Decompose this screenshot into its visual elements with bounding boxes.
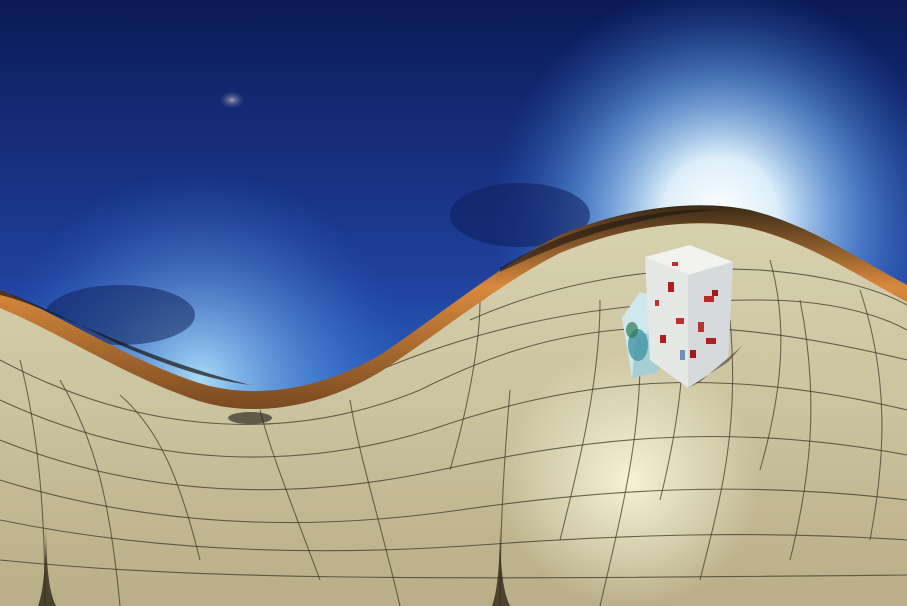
tall-box bbox=[645, 245, 742, 388]
moon bbox=[219, 91, 245, 109]
cloud bbox=[450, 183, 590, 247]
horizon-band bbox=[0, 205, 907, 410]
shadow bbox=[228, 412, 272, 424]
cloud bbox=[45, 285, 195, 345]
